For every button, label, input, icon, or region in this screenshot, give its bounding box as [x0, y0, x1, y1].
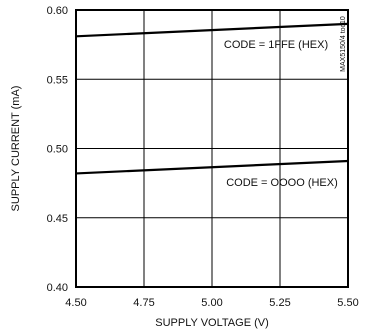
y-tick-label: 0.55: [47, 74, 68, 86]
series-layer: [75, 22, 349, 175]
x-tick-label: 5.50: [337, 297, 358, 309]
y-axis-label: SUPPLY CURRENT (mA): [10, 86, 22, 212]
grid: [76, 10, 348, 287]
x-tick-label: 4.50: [65, 297, 86, 309]
annotation-code-0000: CODE = OOOO (HEX): [226, 177, 338, 189]
x-tick-label: 4.75: [133, 297, 154, 309]
series-line-1: [75, 159, 349, 175]
x-tick-label: 5.25: [269, 297, 290, 309]
y-tick-label: 0.40: [47, 282, 68, 294]
annotation-code-1ffe: CODE = 1FFE (HEX): [224, 39, 328, 51]
series-line-0: [75, 22, 349, 38]
y-tick-labels: 0.40 0.45 0.50 0.55 0.60: [47, 5, 68, 294]
y-tick-label: 0.50: [47, 144, 68, 156]
y-tick-label: 0.60: [47, 5, 68, 17]
x-tick-label: 5.00: [201, 297, 222, 309]
figure-id-watermark: MAX5150/4 toc10: [340, 16, 347, 72]
y-tick-label: 0.45: [47, 213, 68, 225]
x-axis-label: SUPPLY VOLTAGE (V): [155, 317, 269, 329]
x-tick-labels: 4.50 4.75 5.00 5.25 5.50: [65, 297, 358, 309]
plot-frame: [75, 9, 349, 288]
